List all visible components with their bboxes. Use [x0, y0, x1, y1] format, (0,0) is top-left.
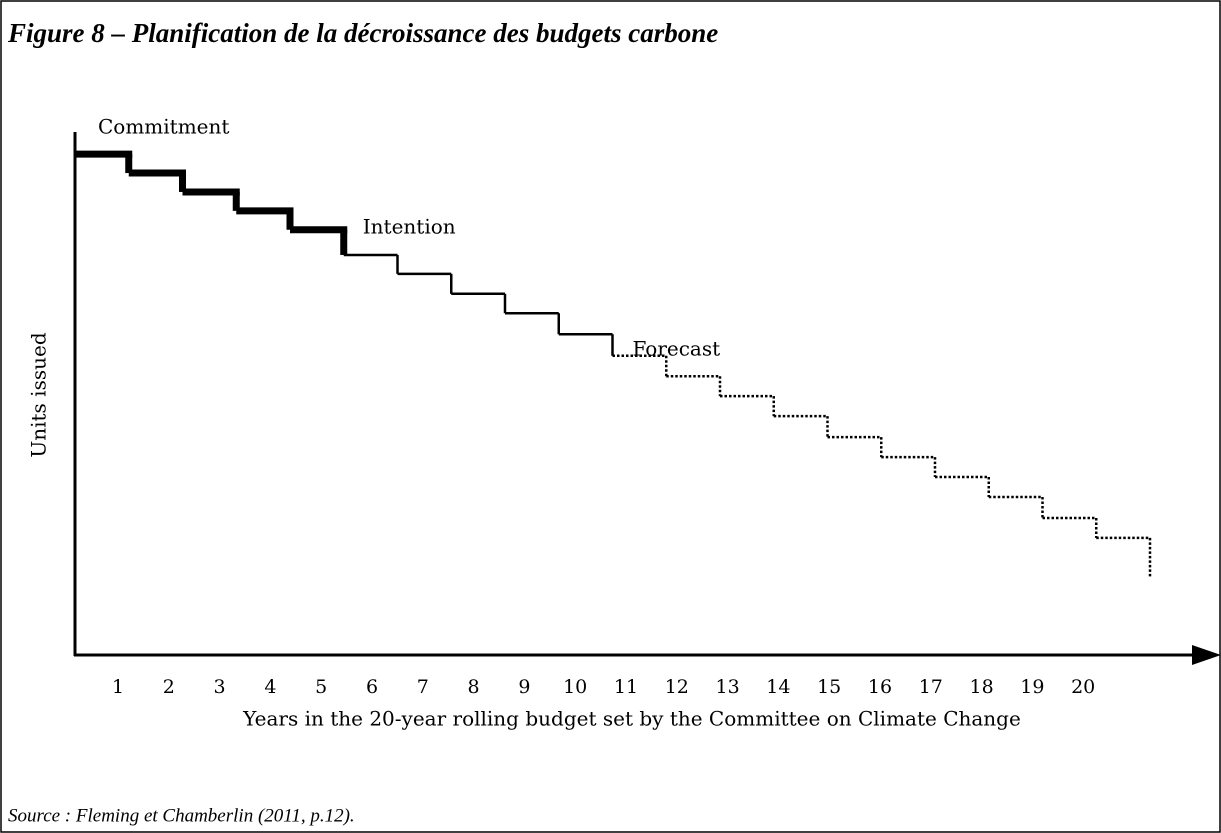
x-tick-label: 17: [919, 676, 943, 698]
x-tick-label: 1: [112, 676, 124, 698]
x-axis-label: Years in the 20-year rolling budget set …: [242, 707, 1021, 731]
x-tick-label: 13: [716, 676, 740, 698]
x-tick-label: 8: [468, 676, 480, 698]
x-tick-label: 11: [614, 676, 638, 698]
x-tick-label: 5: [315, 676, 327, 698]
x-tick-label: 19: [1020, 676, 1044, 698]
x-tick-label: 12: [665, 676, 689, 698]
y-axis-label: Units issued: [27, 332, 51, 457]
x-tick-label: 16: [868, 676, 892, 698]
x-tick-label: 6: [366, 676, 378, 698]
x-tick-label: 2: [163, 676, 175, 698]
series-label: Commitment: [98, 115, 229, 139]
x-tick-label: 9: [518, 676, 530, 698]
x-tick-label: 14: [766, 676, 790, 698]
x-tick-label: 10: [563, 676, 587, 698]
x-tick-label: 20: [1071, 676, 1095, 698]
x-tick-label: 15: [817, 676, 841, 698]
source: Source : Fleming et Chamberlin (2011, p.…: [8, 805, 355, 826]
series-label: Intention: [363, 214, 456, 238]
x-axis-arrow: [1192, 645, 1221, 665]
x-tick-label: 7: [417, 676, 429, 698]
x-tick-label: 18: [970, 676, 994, 698]
x-tick-label: 3: [214, 676, 226, 698]
chart-title: Figure 8 – Planification de la décroissa…: [7, 18, 718, 48]
series-label: Forecast: [633, 336, 721, 360]
x-tick-label: 4: [264, 676, 276, 698]
